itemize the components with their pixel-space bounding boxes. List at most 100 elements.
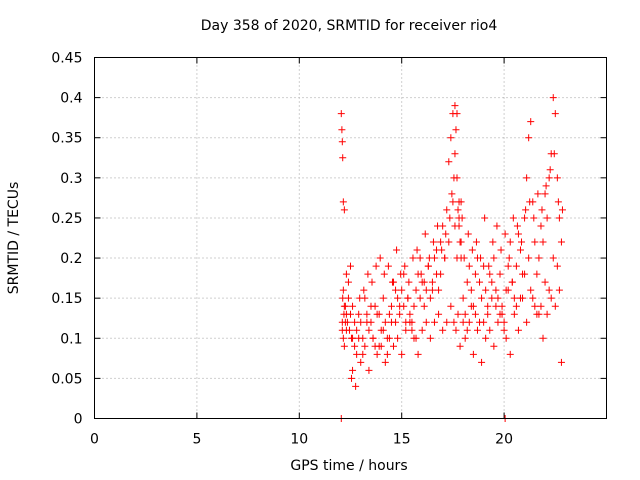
- data-point: [465, 262, 473, 270]
- data-point: [464, 230, 472, 238]
- data-point: [340, 302, 348, 310]
- data-point: [401, 262, 409, 270]
- data-point: [543, 310, 551, 318]
- data-point: [527, 286, 535, 294]
- data-point: [338, 138, 346, 146]
- data-point: [414, 350, 422, 358]
- data-point: [451, 150, 459, 158]
- y-tick-label: 0.35: [51, 131, 82, 147]
- data-point: [454, 206, 462, 214]
- data-point: [443, 206, 451, 214]
- data-point: [505, 254, 513, 262]
- data-point: [341, 318, 349, 326]
- data-point: [516, 246, 524, 254]
- data-point: [357, 318, 365, 326]
- data-point: [477, 254, 485, 262]
- data-point: [557, 358, 565, 366]
- data-point: [531, 302, 539, 310]
- data-point: [541, 278, 549, 286]
- data-point: [533, 270, 541, 278]
- data-point: [340, 206, 348, 214]
- data-point: [490, 254, 498, 262]
- data-point: [351, 318, 359, 326]
- data-point: [339, 286, 347, 294]
- data-point: [509, 214, 517, 222]
- data-point: [456, 238, 464, 246]
- data-point: [424, 262, 432, 270]
- data-point: [484, 302, 492, 310]
- data-point: [430, 318, 438, 326]
- data-point: [452, 326, 460, 334]
- data-point: [506, 238, 514, 246]
- data-points: [337, 94, 566, 422]
- data-point: [390, 342, 398, 350]
- data-point: [522, 206, 530, 214]
- data-point: [381, 358, 389, 366]
- data-point: [510, 294, 518, 302]
- data-point: [437, 238, 445, 246]
- data-point: [416, 294, 424, 302]
- data-point: [398, 350, 406, 358]
- data-point: [373, 350, 381, 358]
- data-point: [387, 302, 395, 310]
- data-point: [459, 294, 467, 302]
- data-point: [493, 222, 501, 230]
- data-point: [338, 126, 346, 134]
- data-point: [504, 286, 512, 294]
- data-point: [353, 350, 361, 358]
- data-point: [467, 302, 475, 310]
- data-point: [349, 334, 357, 342]
- data-point: [342, 270, 350, 278]
- data-point: [352, 382, 360, 390]
- data-point: [471, 310, 479, 318]
- data-point: [547, 294, 555, 302]
- data-point: [450, 318, 458, 326]
- data-point: [447, 134, 455, 142]
- data-point: [418, 326, 426, 334]
- chart-title: Day 358 of 2020, SRMTID for receiver rio…: [201, 18, 498, 34]
- data-point: [473, 326, 481, 334]
- data-point: [377, 342, 385, 350]
- data-point: [439, 326, 447, 334]
- data-point: [349, 366, 357, 374]
- data-point: [404, 294, 412, 302]
- x-axis-label: GPS time / hours: [290, 458, 407, 474]
- data-point: [494, 318, 502, 326]
- data-point: [337, 110, 345, 118]
- data-point: [363, 318, 371, 326]
- data-point: [342, 326, 350, 334]
- data-point: [514, 326, 522, 334]
- data-point: [460, 254, 468, 262]
- data-point: [422, 286, 430, 294]
- data-point: [512, 302, 520, 310]
- data-point: [481, 214, 489, 222]
- data-point: [459, 318, 467, 326]
- data-point: [558, 206, 566, 214]
- data-point: [514, 230, 522, 238]
- x-tick-label: 5: [192, 432, 201, 448]
- data-point: [394, 294, 402, 302]
- data-point: [416, 254, 424, 262]
- data-point: [513, 222, 521, 230]
- data-point: [385, 334, 393, 342]
- data-point: [494, 294, 502, 302]
- data-point: [351, 342, 359, 350]
- data-point: [392, 286, 400, 294]
- data-point: [397, 270, 405, 278]
- data-point: [357, 358, 365, 366]
- data-point: [441, 254, 449, 262]
- data-point: [471, 270, 479, 278]
- data-point: [502, 334, 510, 342]
- data-point: [365, 326, 373, 334]
- data-point: [406, 318, 414, 326]
- data-point: [526, 198, 534, 206]
- data-point: [463, 326, 471, 334]
- data-point: [402, 326, 410, 334]
- data-point: [376, 254, 384, 262]
- data-point: [467, 286, 475, 294]
- data-point: [353, 326, 361, 334]
- data-point: [482, 334, 490, 342]
- data-point: [480, 318, 488, 326]
- data-point: [539, 238, 547, 246]
- data-point: [521, 214, 529, 222]
